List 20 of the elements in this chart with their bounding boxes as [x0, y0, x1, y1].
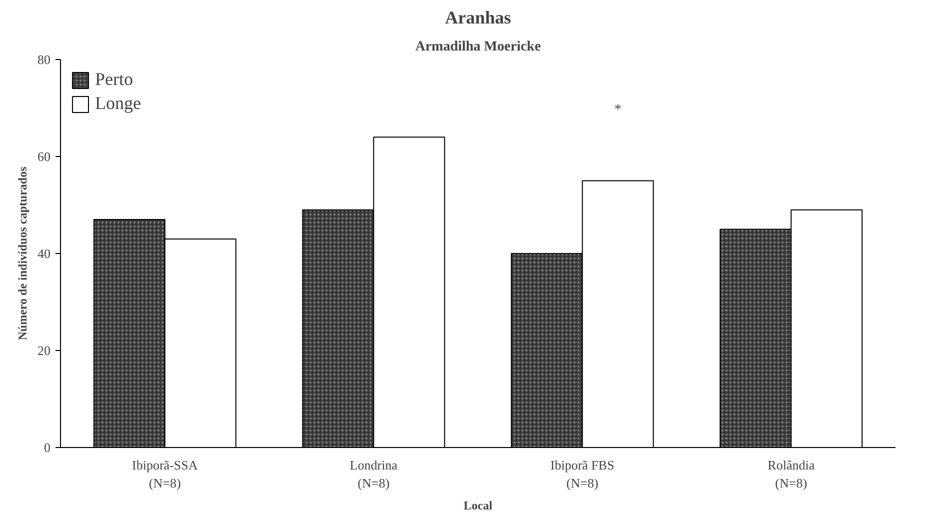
text: (N=8) — [148, 476, 181, 490]
x-tick-label: Ibiporã FBS — [550, 458, 614, 472]
legend-label: Longe — [95, 93, 141, 114]
y-tick-label: 60 — [38, 149, 50, 164]
legend-label: Perto — [95, 69, 133, 90]
y-axis-title: Número de indivíduos capturados — [16, 166, 30, 340]
x-tick-label: Ibiporã-SSA — [132, 458, 198, 472]
x-tick-label: Rolândia — [768, 458, 815, 472]
text: (N=8) — [566, 476, 598, 490]
x-tick-label: Londrina — [350, 458, 398, 472]
y-tick-label: 80 — [38, 52, 50, 67]
text: (N=8) — [775, 476, 808, 490]
chart-subtitle: Armadilha Moericke — [415, 40, 541, 54]
y-tick-label: 40 — [38, 246, 50, 261]
annotation: * — [614, 102, 622, 118]
y-tick-label: 0 — [44, 440, 50, 455]
y-tick-label: 20 — [38, 343, 50, 358]
x-axis-title: Local — [464, 498, 493, 512]
chart-title: Aranhas — [444, 8, 512, 28]
text: (N=8) — [358, 476, 390, 490]
